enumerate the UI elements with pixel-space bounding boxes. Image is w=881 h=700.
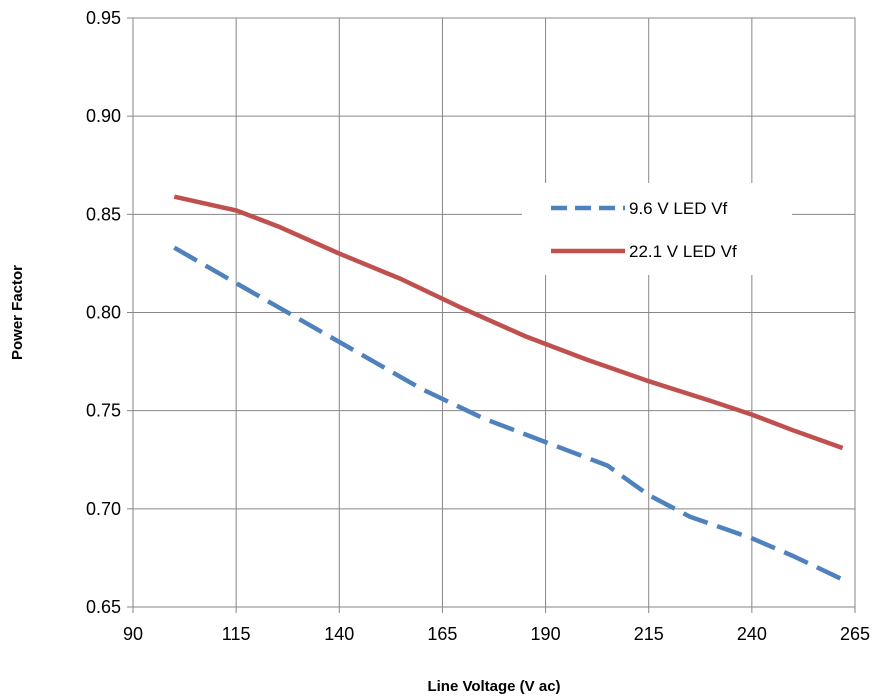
y-tick-label: 0.85: [86, 204, 121, 224]
x-tick-label: 240: [737, 624, 767, 644]
series-line-1: [173, 194, 844, 451]
x-tick-label: 165: [427, 624, 457, 644]
legend: 9.6 V LED Vf 22.1 V LED Vf: [522, 183, 792, 275]
plot-area-frame: [132, 17, 856, 608]
series-layer: [173, 194, 844, 582]
y-axis-title: Power Factor: [9, 265, 26, 360]
y-tick-label: 0.95: [86, 8, 121, 28]
grid: [127, 17, 856, 613]
y-tick-label: 0.75: [86, 401, 121, 421]
legend-label-22-1v: 22.1 V LED Vf: [629, 242, 737, 261]
x-tick-label: 190: [531, 624, 561, 644]
series-line-0: [173, 245, 844, 582]
y-tick-label: 0.70: [86, 499, 121, 519]
x-tick-label: 265: [840, 624, 870, 644]
y-tick-label: 0.65: [86, 597, 121, 617]
x-tick-label: 215: [634, 624, 664, 644]
legend-label-9-6v: 9.6 V LED Vf: [629, 199, 728, 218]
tick-labels: 90 115 140 165 190 215 240 265 0.65 0.70 0.75 0.80 0…: [86, 8, 870, 644]
legend-background: [522, 183, 792, 275]
x-axis-title: Line Voltage (V ac): [427, 678, 560, 695]
y-tick-label: 0.80: [86, 303, 121, 323]
x-tick-label: 90: [123, 624, 143, 644]
y-tick-label: 0.90: [86, 106, 121, 126]
x-tick-label: 140: [324, 624, 354, 644]
x-tick-label: 115: [222, 624, 251, 644]
